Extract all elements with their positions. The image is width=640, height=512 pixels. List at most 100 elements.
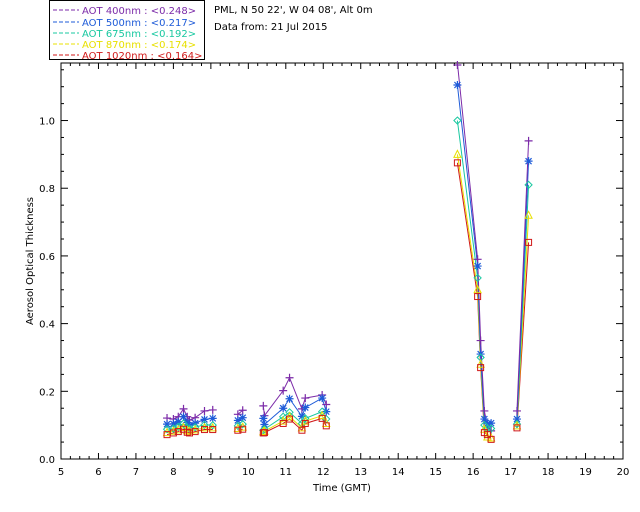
x-tick-label: 6 [95,467,101,478]
header-date: Data from: 21 Jul 2015 [214,22,328,33]
data-point [174,417,183,426]
data-point [169,419,178,428]
data-point [317,410,327,420]
x-tick-label: 8 [170,467,176,478]
data-point [233,421,243,431]
x-tick-label: 11 [279,467,292,478]
data-point [169,426,178,435]
data-point [174,428,182,436]
series-line [166,428,213,436]
data-point [179,422,188,432]
y-tick-label: 1.0 [39,117,55,128]
data-point [483,419,492,428]
series-line [237,409,244,415]
series-line [456,162,492,440]
data-point [322,414,331,424]
data-point [238,406,247,415]
data-point [233,410,242,419]
x-tick-label: 5 [58,467,64,478]
series-line [516,184,530,425]
series-line [237,423,243,427]
data-point [260,411,269,420]
plot-frame [60,62,624,460]
data-point [480,429,488,437]
series-line [263,417,327,434]
x-tick-label: 10 [242,467,255,478]
data-point [453,81,462,89]
data-point [301,403,310,412]
data-point [238,419,247,429]
legend-label-675: AOT 675nm : <0.192> [82,29,196,40]
data-point [512,406,521,415]
series-line [262,410,327,431]
data-point [179,412,188,421]
data-point [200,406,209,415]
x-tick-label: 9 [208,467,214,478]
data-point [476,336,485,345]
data-point [487,419,496,428]
data-point [183,412,192,421]
data-point [180,425,188,433]
series-line [166,407,213,421]
y-tick-label: 0.8 [39,184,55,195]
data-point [200,420,209,430]
data-point [512,419,522,429]
data-point [321,418,331,427]
data-point [162,427,172,437]
x-tick-label: 18 [542,467,555,478]
data-point [476,353,485,362]
data-point [476,350,485,359]
data-point [318,391,327,400]
data-point [233,416,242,425]
data-point [185,421,194,430]
data-point [453,159,461,167]
data-point [483,421,492,430]
data-point [183,418,192,427]
data-point [524,210,533,219]
data-point [486,424,496,433]
y-axis-label: Aerosol Optical Thickness [25,197,36,325]
data-point [233,423,243,433]
x-axis-label: Time (GMT) [312,483,371,494]
series-line [456,120,492,430]
data-point [260,426,269,435]
data-point [278,412,288,421]
data-point [473,284,482,294]
data-point [524,157,533,166]
data-point [473,262,482,271]
data-point [238,422,248,431]
series-line [262,397,327,426]
data-point [208,414,217,423]
data-point [453,116,462,125]
data-point [200,422,209,432]
data-point [174,412,183,421]
data-point [260,429,268,437]
data-point [473,273,482,283]
data-point [301,394,310,403]
data-point [259,414,268,423]
data-point [191,413,200,422]
legend-entry-400: AOT 400nm : <0.248> [53,6,196,17]
x-tick-label: 13 [354,467,367,478]
data-point [476,359,485,368]
data-point [259,429,267,437]
series-line [456,62,492,432]
series-line [263,415,327,433]
data-point [186,429,194,437]
data-point [318,414,326,422]
data-point [512,415,521,424]
data-point [279,386,288,395]
data-point [179,419,188,428]
x-tick-label: 19 [579,467,592,478]
data-point [301,419,309,427]
data-point [487,426,496,435]
data-point [260,420,269,429]
legend-entry-500: AOT 500nm : <0.217> [53,18,196,29]
series-line [516,140,530,411]
data-point [480,406,489,415]
axes: 5 6 7 8 9 10 11 12 13 14 15 16 17 18 19 20 0.0 0.2 0.4 0.6 0… [39,63,629,478]
legend-label-870: AOT 870nm : <0.174> [82,40,196,51]
x-tick-label: 20 [617,467,630,478]
series-line [166,426,213,434]
y-tick-label: 0.6 [39,252,55,263]
